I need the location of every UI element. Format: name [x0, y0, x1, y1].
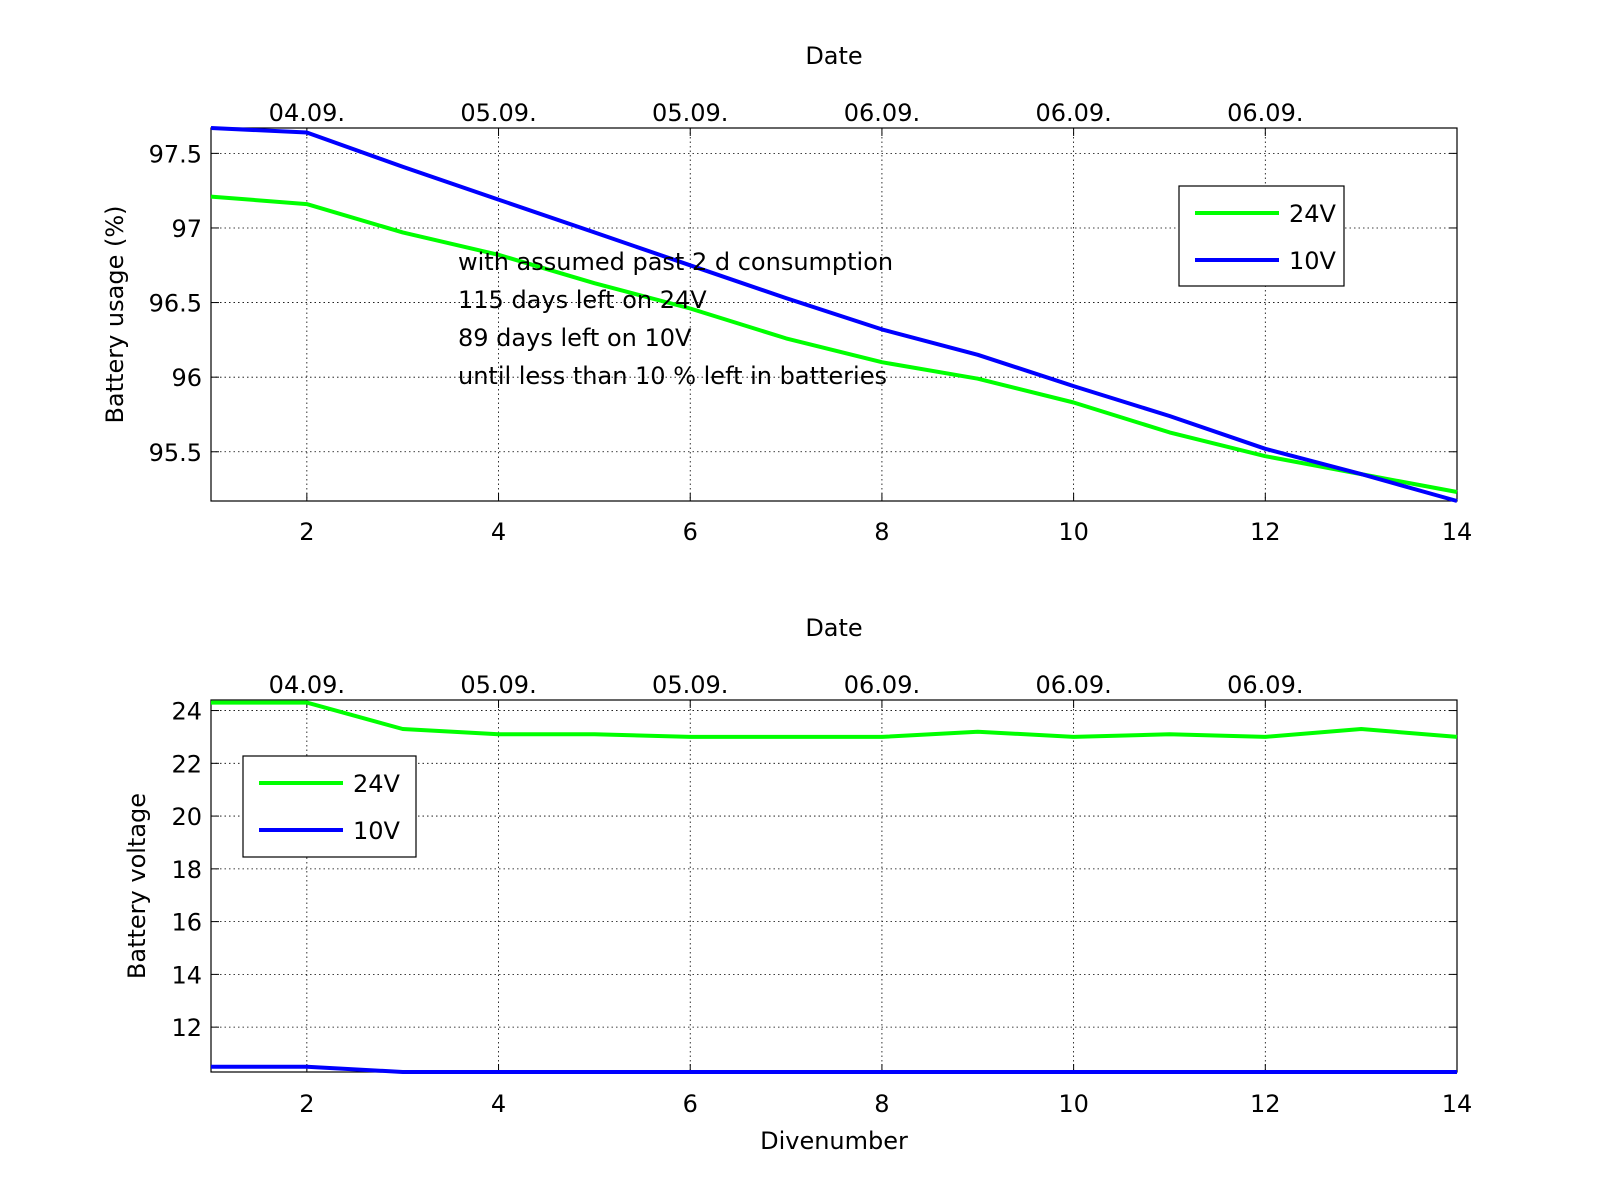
x-tick-label: 4 — [491, 518, 506, 546]
top-date-tick-label: 05.09. — [460, 671, 536, 699]
series-line-10v — [210, 126, 1458, 503]
legend-label: 24V — [353, 770, 401, 798]
top-date-tick-label: 06.09. — [1035, 671, 1111, 699]
top-date-tick-label: 04.09. — [269, 671, 345, 699]
y-axis-label: Battery usage (%) — [101, 205, 129, 423]
series-line-10v — [211, 1064, 1457, 1074]
y-tick-label: 97 — [171, 215, 202, 243]
top-date-tick-label: 06.09. — [1227, 671, 1303, 699]
top-date-tick-label: 06.09. — [844, 99, 920, 127]
x-tick-label: 2 — [299, 518, 314, 546]
y-tick-label: 20 — [171, 803, 202, 831]
y-tick-label: 18 — [171, 856, 202, 884]
x-tick-label: 10 — [1058, 1090, 1089, 1118]
x-tick-label: 12 — [1250, 1090, 1281, 1118]
x-tick-label: 8 — [874, 518, 889, 546]
y-axis-label: Battery voltage — [123, 793, 151, 979]
annotation-line: until less than 10 % left in batteries — [458, 362, 887, 390]
x-tick-label: 4 — [491, 1090, 506, 1118]
y-tick-label: 96 — [171, 364, 202, 392]
y-tick-label: 14 — [171, 961, 202, 989]
x-axis-label: Divenumber — [760, 1127, 908, 1155]
x-tick-label: 6 — [683, 518, 698, 546]
series-line-24v — [211, 700, 1458, 739]
top-date-tick-label: 06.09. — [844, 671, 920, 699]
x-tick-label: 2 — [299, 1090, 314, 1118]
battery-usage-chart: Date 2 4 6 8 10 12 14 04.09. 05.09. 05.09. 06.09. 06… — [101, 42, 1472, 546]
legend — [242, 755, 417, 858]
y-tick-label: 24 — [171, 698, 202, 726]
annotation-line: with assumed past 2 d consumption — [458, 248, 893, 276]
x-tick-label: 14 — [1442, 1090, 1473, 1118]
y-tick-label: 97.5 — [149, 140, 202, 168]
x-tick-label: 14 — [1442, 518, 1473, 546]
top-date-tick-label: 05.09. — [460, 99, 536, 127]
x-tick-label: 12 — [1250, 518, 1281, 546]
top-date-tick-label: 05.09. — [652, 99, 728, 127]
top-date-tick-label: 06.09. — [1035, 99, 1111, 127]
y-tick-label: 12 — [171, 1014, 202, 1042]
series-line-24v — [210, 194, 1458, 494]
top-date-tick-label: 05.09. — [652, 671, 728, 699]
plot-area — [210, 127, 1458, 502]
legend-label: 10V — [1289, 247, 1337, 275]
x-tick-label: 10 — [1058, 518, 1089, 546]
y-tick-label: 22 — [171, 750, 202, 778]
chart-title: Date — [805, 614, 862, 642]
top-date-tick-label: 04.09. — [269, 99, 345, 127]
x-tick-label: 8 — [874, 1090, 889, 1118]
top-date-tick-label: 06.09. — [1227, 99, 1303, 127]
chart-title: Date — [805, 42, 862, 70]
legend — [1178, 185, 1345, 287]
legend-label: 24V — [1289, 200, 1337, 228]
x-tick-label: 6 — [683, 1090, 698, 1118]
legend-label: 10V — [353, 817, 401, 845]
annotation-line: 89 days left on 10V — [458, 324, 692, 352]
annotation-line: 115 days left on 24V — [458, 286, 707, 314]
y-tick-label: 16 — [171, 909, 202, 937]
y-tick-label: 96.5 — [149, 290, 202, 318]
y-tick-label: 95.5 — [149, 439, 202, 467]
